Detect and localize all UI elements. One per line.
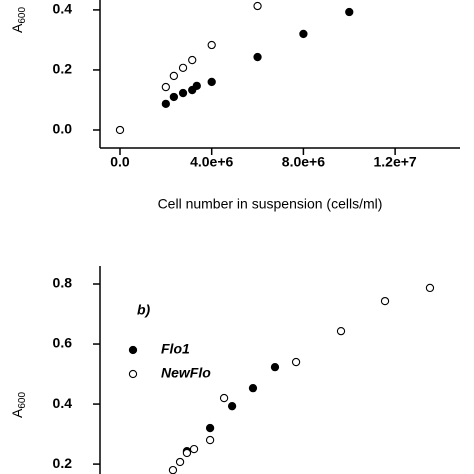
point: [192, 81, 201, 91]
legend-marker: [128, 345, 138, 355]
x-tick-label: 0.0: [110, 154, 130, 170]
x-axis-label: Cell number in suspension (cells/ml): [158, 196, 383, 212]
point: [175, 457, 185, 467]
point: [336, 326, 346, 336]
point: [169, 92, 179, 102]
y-label-main: A: [9, 23, 25, 33]
point: [253, 1, 262, 11]
y-label-sub: 600: [17, 7, 28, 24]
y-tick-label: 0.2: [53, 61, 73, 77]
point: [345, 7, 354, 17]
x-tick-label: 8.0e+6: [282, 154, 325, 170]
point: [205, 423, 215, 433]
y-axis-label: A600: [9, 392, 28, 418]
point: [168, 465, 178, 474]
x-tick-label: 4.0e+6: [190, 154, 233, 170]
legend-label: Flo1: [161, 341, 190, 357]
point: [291, 357, 301, 367]
point: [253, 52, 262, 62]
legend-label: NewFlo: [161, 365, 211, 381]
y-tick-label: 0.4: [53, 1, 73, 17]
point: [227, 402, 237, 411]
y-label-sub: 600: [17, 392, 28, 409]
point: [248, 384, 258, 393]
y-tick-label: 0.0: [53, 121, 73, 137]
y-tick-label: 0.2: [53, 455, 73, 471]
point: [115, 125, 125, 135]
point: [205, 435, 215, 445]
y-label-main: A: [9, 408, 25, 418]
point: [169, 71, 179, 81]
point: [219, 393, 229, 403]
point: [207, 77, 216, 87]
legend-marker: [128, 369, 138, 379]
point: [182, 448, 192, 458]
y-axis-label: A600: [9, 7, 28, 33]
point: [188, 55, 197, 65]
point: [299, 29, 308, 39]
point: [161, 99, 170, 109]
annotation: b): [137, 302, 151, 318]
point: [178, 88, 188, 98]
point: [270, 362, 280, 372]
point: [380, 296, 390, 306]
x-tick-label: 1.2e+7: [374, 154, 417, 170]
y-tick-label: 0.8: [53, 275, 73, 291]
point: [189, 444, 199, 454]
point: [178, 63, 188, 72]
y-tick-label: 0.4: [53, 395, 73, 411]
point: [425, 283, 435, 293]
y-tick-label: 0.6: [53, 335, 73, 351]
point: [207, 40, 216, 50]
point: [161, 82, 170, 92]
